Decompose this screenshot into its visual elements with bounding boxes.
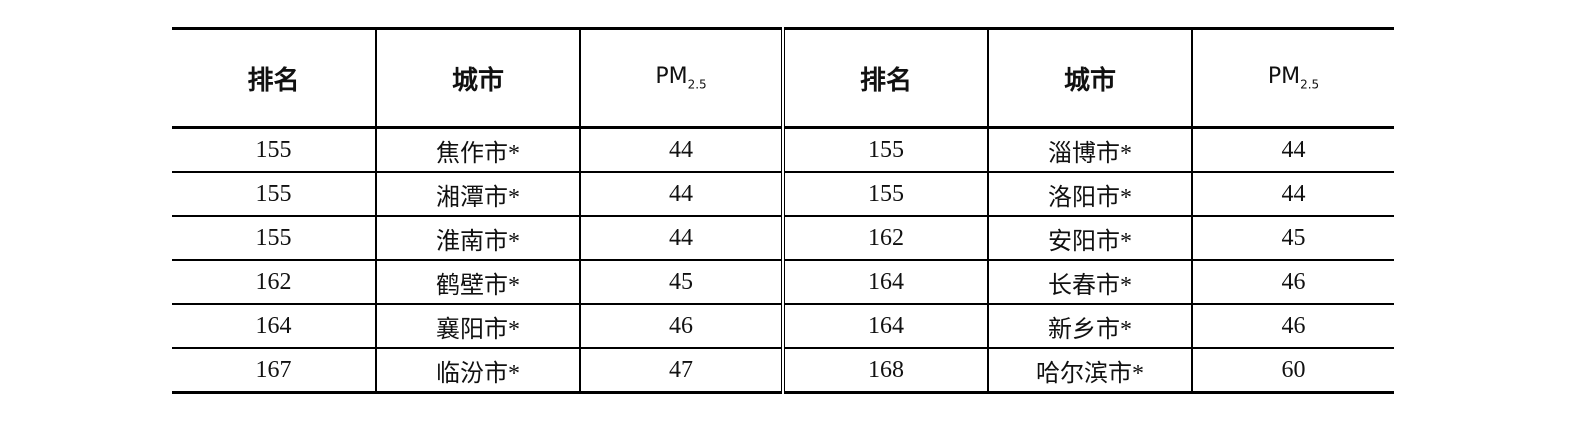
- cell-rank: 167: [172, 348, 376, 394]
- header-pm-subscript: 2.5: [687, 77, 707, 92]
- header-pm25: PM2.5: [579, 27, 783, 129]
- header-row: 排名 城市 PM2.5 排名 城市 PM2.5: [172, 27, 1394, 129]
- cell-pm25-2: 44: [1191, 127, 1394, 173]
- cell-rank: 155: [172, 172, 376, 217]
- cell-rank-2: 164: [781, 304, 988, 349]
- table-row: 155 湘潭市* 44 155 洛阳市* 44: [172, 172, 1394, 217]
- cell-rank: 155: [172, 216, 376, 261]
- cell-pm25-2: 44: [1191, 172, 1394, 217]
- cell-pm25: 47: [579, 348, 783, 394]
- header-pm-label: PM: [655, 64, 688, 90]
- cell-pm25-2: 46: [1191, 304, 1394, 349]
- cell-pm25-2: 60: [1191, 348, 1394, 394]
- cell-pm25-2: 45: [1191, 216, 1394, 261]
- cell-city: 襄阳市*: [375, 304, 580, 349]
- header-pm-subscript-2: 2.5: [1300, 77, 1320, 92]
- cell-city: 淮南市*: [375, 216, 580, 261]
- cell-pm25: 44: [579, 216, 783, 261]
- header-pm25-2: PM2.5: [1191, 27, 1394, 129]
- cell-rank: 164: [172, 304, 376, 349]
- cell-rank-2: 164: [781, 260, 988, 305]
- cell-pm25-2: 46: [1191, 260, 1394, 305]
- cell-rank: 155: [172, 127, 376, 173]
- cell-city: 湘潭市*: [375, 172, 580, 217]
- cell-city-2: 淄博市*: [987, 127, 1192, 173]
- cell-city-2: 洛阳市*: [987, 172, 1192, 217]
- cell-city: 焦作市*: [375, 127, 580, 173]
- header-city: 城市: [375, 27, 580, 129]
- pm25-ranking-table: 排名 城市 PM2.5 排名 城市 PM2.5 155 焦作市* 44 155 淄博市*…: [172, 27, 1394, 394]
- cell-rank: 162: [172, 260, 376, 305]
- cell-pm25: 44: [579, 172, 783, 217]
- header-rank-2: 排名: [781, 27, 988, 129]
- header-pm-label-2: PM: [1267, 64, 1301, 90]
- header-rank: 排名: [172, 27, 376, 129]
- cell-rank-2: 155: [781, 172, 988, 217]
- cell-city: 临汾市*: [375, 348, 580, 394]
- cell-rank-2: 155: [781, 127, 988, 173]
- table-row: 164 襄阳市* 46 164 新乡市* 46: [172, 304, 1394, 349]
- cell-rank-2: 162: [781, 216, 988, 261]
- header-city-2: 城市: [987, 27, 1192, 129]
- cell-city: 鹤壁市*: [375, 260, 580, 305]
- cell-city-2: 哈尔滨市*: [987, 348, 1192, 394]
- cell-pm25: 46: [579, 304, 783, 349]
- table-row: 167 临汾市* 47 168 哈尔滨市* 60: [172, 348, 1394, 394]
- cell-pm25: 44: [579, 127, 783, 173]
- cell-city-2: 新乡市*: [987, 304, 1192, 349]
- cell-rank-2: 168: [781, 348, 988, 394]
- cell-pm25: 45: [579, 260, 783, 305]
- cell-city-2: 安阳市*: [987, 216, 1192, 261]
- table-row: 162 鹤壁市* 45 164 长春市* 46: [172, 260, 1394, 305]
- table-row: 155 焦作市* 44 155 淄博市* 44: [172, 127, 1394, 173]
- table-row: 155 淮南市* 44 162 安阳市* 45: [172, 216, 1394, 261]
- cell-city-2: 长春市*: [987, 260, 1192, 305]
